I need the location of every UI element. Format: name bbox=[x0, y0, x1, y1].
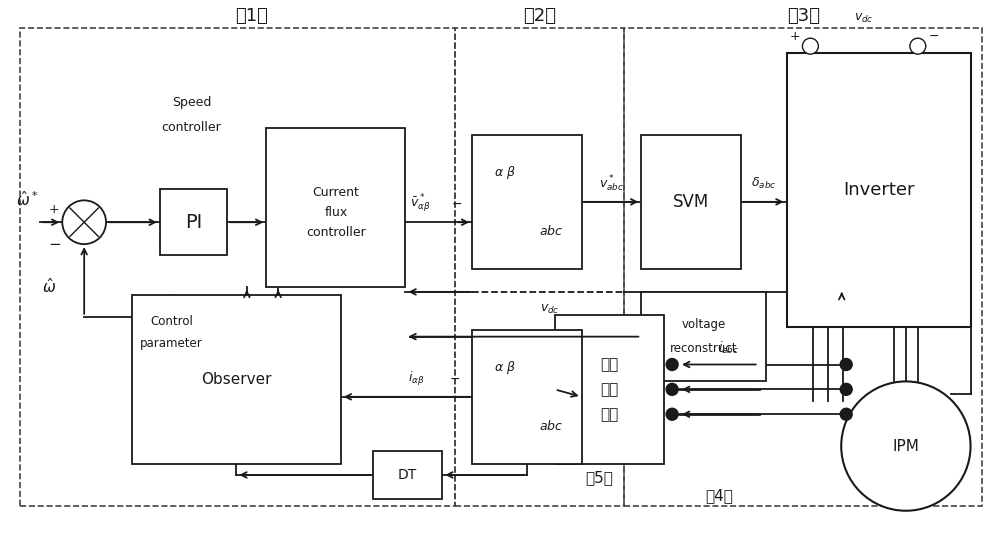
Text: $\delta_{abc}$: $\delta_{abc}$ bbox=[751, 176, 776, 192]
Bar bbox=[455, 28, 624, 506]
Bar bbox=[624, 28, 982, 506]
Text: 单元: 单元 bbox=[600, 407, 619, 422]
Text: （1）: （1） bbox=[235, 8, 268, 25]
Text: $\alpha\ \beta$: $\alpha\ \beta$ bbox=[494, 359, 516, 376]
Circle shape bbox=[841, 381, 971, 511]
Text: reconstruct: reconstruct bbox=[670, 342, 737, 355]
Circle shape bbox=[62, 200, 106, 244]
Bar bbox=[641, 292, 766, 381]
Text: parameter: parameter bbox=[140, 337, 203, 350]
Circle shape bbox=[910, 38, 926, 54]
Text: $abc$: $abc$ bbox=[539, 224, 563, 238]
Text: flux: flux bbox=[324, 206, 347, 219]
Bar bbox=[266, 128, 405, 287]
Circle shape bbox=[666, 383, 678, 395]
Text: $\hat{\omega}$: $\hat{\omega}$ bbox=[42, 278, 56, 296]
Bar bbox=[555, 315, 664, 464]
Text: SVM: SVM bbox=[673, 193, 709, 211]
Text: DT: DT bbox=[398, 468, 417, 482]
Circle shape bbox=[840, 359, 852, 371]
Text: $v_{dc}$: $v_{dc}$ bbox=[540, 303, 560, 316]
Text: $i_{\alpha\beta}$: $i_{\alpha\beta}$ bbox=[408, 370, 425, 388]
Text: $i_{abc}$: $i_{abc}$ bbox=[718, 339, 739, 355]
Text: （4）: （4） bbox=[705, 488, 733, 503]
Text: $v_{dc}$: $v_{dc}$ bbox=[854, 12, 874, 25]
Text: −: − bbox=[450, 373, 460, 386]
Bar bbox=[132, 295, 341, 464]
Text: $abc$: $abc$ bbox=[539, 419, 563, 433]
Text: $\bar{v}^*_{\alpha\beta}$: $\bar{v}^*_{\alpha\beta}$ bbox=[410, 193, 431, 215]
Bar bbox=[20, 28, 455, 506]
Text: $\hat{\omega}^*$: $\hat{\omega}^*$ bbox=[16, 190, 38, 209]
Text: （5）: （5） bbox=[586, 470, 613, 485]
Text: +: + bbox=[49, 202, 60, 216]
Text: −: − bbox=[48, 237, 61, 252]
Text: （2）: （2） bbox=[523, 8, 556, 25]
Text: controller: controller bbox=[162, 121, 221, 134]
Bar bbox=[787, 53, 971, 326]
Circle shape bbox=[840, 408, 852, 420]
Bar bbox=[160, 190, 227, 255]
Text: controller: controller bbox=[306, 226, 366, 238]
Text: $\alpha\ \beta$: $\alpha\ \beta$ bbox=[494, 164, 516, 181]
Text: −: − bbox=[928, 30, 939, 43]
Bar bbox=[641, 135, 741, 269]
Text: PI: PI bbox=[185, 213, 202, 232]
Circle shape bbox=[666, 359, 678, 371]
Text: Inverter: Inverter bbox=[843, 181, 914, 199]
Text: Observer: Observer bbox=[201, 372, 272, 387]
Circle shape bbox=[802, 38, 818, 54]
Bar bbox=[472, 330, 582, 464]
Text: Speed: Speed bbox=[172, 96, 211, 110]
Text: −: − bbox=[452, 198, 462, 211]
Text: Current: Current bbox=[312, 186, 359, 199]
Text: （3）: （3） bbox=[787, 8, 820, 25]
Circle shape bbox=[840, 383, 852, 395]
Text: 处理: 处理 bbox=[600, 382, 619, 397]
Text: +: + bbox=[789, 30, 800, 43]
Circle shape bbox=[666, 408, 678, 420]
Text: voltage: voltage bbox=[681, 318, 726, 331]
Text: Control: Control bbox=[150, 315, 193, 328]
Text: IPM: IPM bbox=[892, 439, 919, 454]
Bar bbox=[472, 135, 582, 269]
Text: 电流: 电流 bbox=[600, 357, 619, 372]
Text: $v^*_{abc}$: $v^*_{abc}$ bbox=[599, 174, 624, 194]
Bar bbox=[373, 451, 442, 499]
